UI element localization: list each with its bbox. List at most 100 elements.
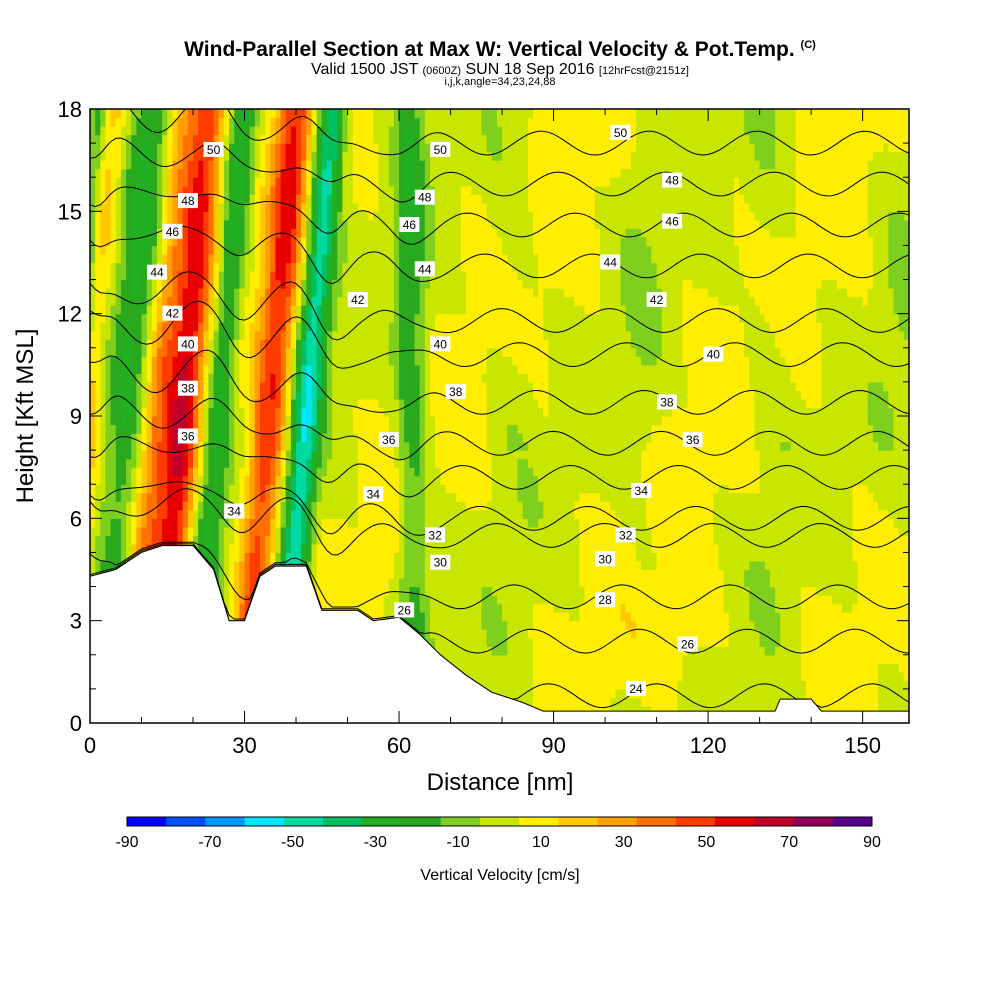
field-cell — [409, 398, 416, 409]
field-cell — [301, 279, 307, 289]
field-cell — [296, 330, 302, 340]
field-cell — [290, 501, 297, 511]
field-cell — [187, 441, 194, 451]
field-cell — [301, 535, 307, 545]
field-cell — [187, 151, 194, 161]
field-cell — [440, 407, 447, 417]
field-cell — [223, 467, 230, 477]
field-cell — [95, 313, 101, 323]
field-cell — [239, 305, 246, 315]
field-cell — [105, 509, 112, 519]
field-cell — [326, 518, 333, 528]
field-cell — [409, 305, 416, 315]
field-cell — [187, 509, 194, 519]
field-cell — [105, 484, 112, 494]
field-cell — [187, 518, 194, 528]
field-cell — [100, 492, 107, 502]
field-cell — [203, 228, 210, 238]
field-cell — [409, 322, 416, 332]
field-cell — [296, 288, 302, 298]
field-cell — [409, 501, 416, 511]
field-cell — [404, 117, 410, 127]
field-cell — [275, 441, 282, 451]
field-cell — [368, 569, 374, 579]
field-cell — [440, 364, 447, 374]
field-cell — [229, 305, 235, 315]
field-cell — [270, 305, 277, 315]
field-cell — [213, 543, 220, 554]
field-cell — [326, 578, 333, 588]
field-cell — [182, 526, 189, 536]
field-cell — [254, 168, 261, 178]
field-cell — [254, 194, 261, 204]
field-cell — [193, 356, 199, 366]
field-cell — [440, 595, 447, 605]
field-cell — [218, 475, 225, 485]
field-cell — [229, 151, 235, 161]
field-cell — [285, 219, 292, 229]
field-cell — [115, 262, 122, 272]
field-cell — [208, 390, 215, 400]
field-cell — [404, 543, 410, 554]
field-cell — [249, 347, 256, 357]
field-cell — [316, 535, 323, 545]
field-cell — [141, 143, 148, 153]
field-cell — [126, 271, 132, 281]
field-cell — [249, 322, 256, 332]
field-cell — [404, 228, 410, 238]
field-cell — [321, 117, 328, 127]
field-cell — [306, 211, 313, 221]
field-cell — [337, 117, 343, 127]
field-cell — [357, 253, 364, 264]
field-cell — [301, 117, 307, 127]
field-cell — [146, 458, 153, 468]
field-cell — [316, 168, 323, 178]
field-cell — [316, 228, 323, 238]
field-cell — [332, 501, 338, 511]
field-cell — [146, 117, 153, 127]
field-cell — [301, 339, 307, 349]
field-cell — [141, 228, 148, 238]
field-cell — [332, 416, 338, 426]
field-cell — [213, 356, 220, 366]
field-cell — [223, 560, 230, 571]
field-cell — [131, 484, 137, 494]
field-cell — [419, 433, 426, 443]
field-cell — [249, 578, 256, 588]
field-cell — [105, 552, 112, 562]
field-cell — [131, 535, 137, 545]
field-cell — [172, 143, 179, 153]
field-cell — [326, 279, 333, 289]
field-cell — [316, 467, 323, 477]
field-cell — [141, 279, 148, 289]
field-cell — [409, 288, 416, 298]
field-cell — [95, 202, 101, 212]
field-cell — [435, 492, 441, 502]
field-cell — [388, 185, 395, 195]
field-cell — [115, 501, 122, 511]
field-cell — [383, 313, 390, 323]
field-cell — [296, 475, 302, 485]
field-cell — [156, 117, 163, 127]
field-cell — [429, 603, 436, 613]
field-cell — [388, 262, 395, 272]
field-cell — [187, 492, 194, 502]
field-cell — [285, 424, 292, 434]
field-cell — [326, 560, 333, 571]
field-cell — [285, 330, 292, 340]
field-cell — [445, 501, 452, 511]
field-cell — [419, 509, 426, 519]
field-cell — [347, 202, 354, 212]
field-cell — [321, 339, 328, 349]
field-cell — [218, 416, 225, 426]
field-cell — [332, 271, 338, 281]
field-cell — [270, 202, 277, 212]
field-cell — [414, 126, 421, 136]
field-cell — [332, 560, 338, 571]
field-cell — [249, 450, 256, 460]
field-cell — [265, 177, 271, 187]
field-cell — [311, 236, 318, 247]
field-cell — [296, 296, 302, 306]
field-cell — [100, 475, 107, 485]
field-cell — [110, 253, 117, 264]
